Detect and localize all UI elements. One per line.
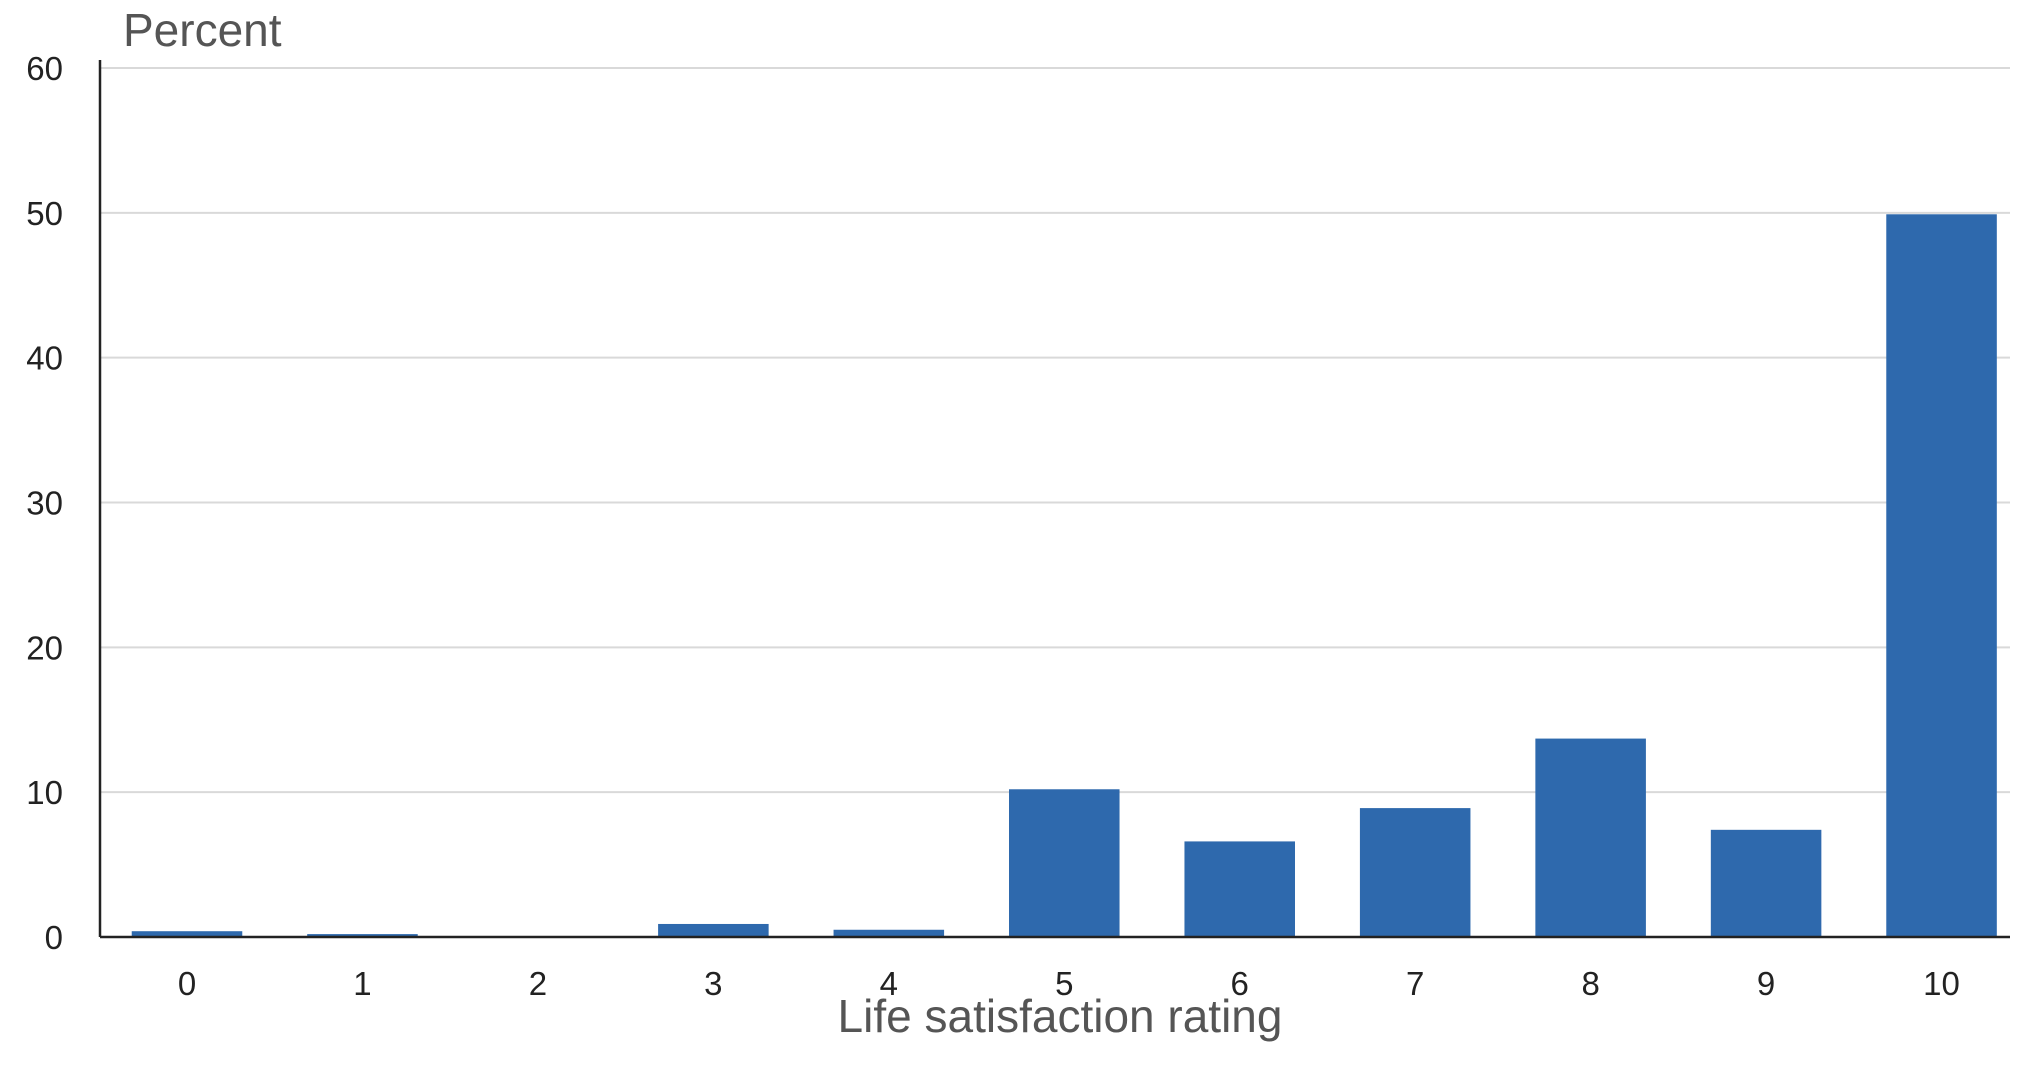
y-tick-label: 40 bbox=[26, 340, 63, 377]
bar-5 bbox=[1009, 789, 1120, 937]
x-tick-label: 7 bbox=[1406, 965, 1424, 1002]
y-tick-label: 20 bbox=[26, 629, 63, 666]
bar-8 bbox=[1535, 738, 1646, 937]
bar-3 bbox=[658, 923, 769, 937]
bar-4 bbox=[833, 929, 945, 937]
axes bbox=[98, 60, 2010, 939]
y-axis-title: Percent bbox=[123, 4, 282, 56]
x-tick-label: 1 bbox=[353, 965, 371, 1002]
x-tick-label: 3 bbox=[704, 965, 722, 1002]
y-tick-label: 0 bbox=[45, 919, 63, 956]
x-tick-label: 10 bbox=[1923, 965, 1960, 1002]
x-tick-label: 4 bbox=[880, 965, 898, 1002]
x-tick-label: 6 bbox=[1231, 965, 1249, 1002]
y-tick-label: 50 bbox=[26, 195, 63, 232]
y-tick-label: 10 bbox=[26, 774, 63, 811]
bar-1 bbox=[307, 934, 418, 937]
bar-9 bbox=[1710, 829, 1822, 937]
x-tick-label: 2 bbox=[529, 965, 547, 1002]
bars bbox=[131, 214, 1997, 937]
x-axis-title: Life satisfaction rating bbox=[838, 990, 1283, 1042]
bar-6 bbox=[1184, 841, 1295, 937]
y-tick-label: 60 bbox=[26, 50, 63, 87]
bar-10 bbox=[1886, 214, 1997, 937]
x-tick-label: 9 bbox=[1757, 965, 1775, 1002]
gridlines bbox=[100, 67, 2010, 794]
y-tick-label: 30 bbox=[26, 485, 63, 522]
x-tick-label: 5 bbox=[1055, 965, 1073, 1002]
x-tick-label: 0 bbox=[178, 965, 196, 1002]
y-tick-labels: 0 10 20 30 40 50 60 bbox=[26, 50, 63, 956]
x-tick-label: 8 bbox=[1581, 965, 1599, 1002]
bar-7 bbox=[1359, 808, 1471, 937]
bar-0 bbox=[131, 931, 243, 937]
x-tick-labels: 0 1 2 3 4 5 6 7 8 9 10 bbox=[178, 965, 1960, 1002]
